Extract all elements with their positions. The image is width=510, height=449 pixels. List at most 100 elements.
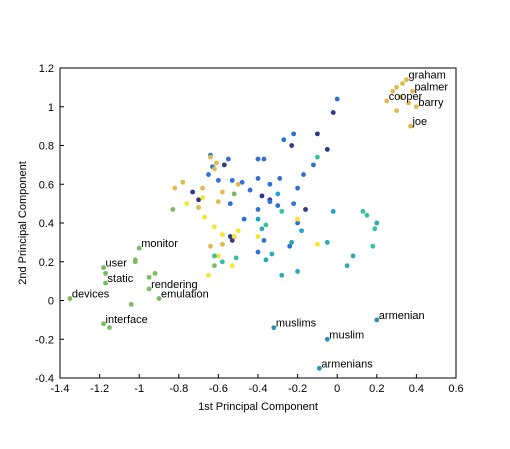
data-point bbox=[281, 137, 287, 143]
y-axis-label: 2nd Principal Component bbox=[17, 161, 29, 285]
data-point bbox=[324, 146, 330, 152]
data-point bbox=[360, 208, 366, 214]
data-point bbox=[229, 263, 235, 269]
data-point bbox=[295, 185, 300, 191]
data-point bbox=[370, 243, 376, 249]
labeled-point bbox=[414, 104, 419, 110]
data-point bbox=[289, 143, 295, 148]
x-tick-label: -1 bbox=[134, 383, 144, 395]
x-tick-label: 0.2 bbox=[369, 383, 384, 395]
data-point bbox=[255, 176, 261, 181]
data-point bbox=[267, 199, 273, 205]
data-point bbox=[301, 172, 306, 177]
data-point bbox=[212, 224, 217, 230]
point-label: palmer bbox=[414, 81, 448, 93]
data-point bbox=[200, 185, 205, 191]
y-tick-label: 1 bbox=[48, 102, 54, 114]
data-point bbox=[324, 239, 330, 245]
data-point bbox=[180, 179, 186, 185]
data-point bbox=[344, 263, 350, 269]
data-point bbox=[287, 243, 293, 249]
data-point bbox=[289, 239, 295, 245]
labeled-point bbox=[271, 325, 277, 331]
labeled-point bbox=[410, 88, 415, 94]
data-point bbox=[235, 181, 241, 187]
x-tick-label: 0 bbox=[334, 383, 340, 395]
point-label: cooper bbox=[389, 91, 423, 103]
point-label: monitor bbox=[141, 238, 178, 250]
data-point bbox=[291, 201, 297, 207]
point-label: devices bbox=[72, 289, 110, 301]
point-label: rendering bbox=[151, 279, 197, 291]
data-point bbox=[334, 96, 340, 102]
data-point bbox=[315, 154, 320, 160]
data-point bbox=[231, 191, 237, 197]
point-label: emulation bbox=[161, 289, 209, 301]
data-point bbox=[275, 203, 281, 208]
data-point bbox=[196, 197, 202, 203]
point-label: user bbox=[106, 258, 128, 270]
data-point bbox=[299, 228, 304, 234]
labeled-point bbox=[101, 321, 106, 327]
y-tick-label: 0.8 bbox=[39, 141, 54, 153]
point-label: armenians bbox=[321, 358, 373, 370]
y-tick-label: 0.2 bbox=[39, 257, 54, 269]
data-point bbox=[279, 208, 285, 214]
y-tick-label: 0 bbox=[48, 296, 54, 308]
data-point bbox=[212, 263, 217, 269]
data-point bbox=[219, 232, 225, 238]
data-point bbox=[170, 207, 176, 212]
data-point bbox=[196, 205, 202, 210]
labeled-point bbox=[316, 365, 322, 371]
data-point bbox=[277, 176, 283, 181]
data-point bbox=[212, 166, 217, 172]
data-point bbox=[315, 241, 320, 247]
data-point bbox=[219, 259, 225, 265]
data-point bbox=[269, 251, 275, 257]
data-point bbox=[128, 301, 134, 307]
data-point bbox=[263, 222, 269, 228]
data-point bbox=[216, 177, 221, 183]
data-point bbox=[152, 270, 158, 276]
point-label: joe bbox=[411, 116, 427, 128]
x-tick-label: -1.4 bbox=[51, 383, 70, 395]
data-point bbox=[372, 226, 378, 232]
data-point bbox=[394, 84, 399, 90]
point-label: interface bbox=[106, 314, 148, 326]
point-label: muslims bbox=[276, 318, 317, 330]
data-point bbox=[225, 156, 231, 162]
data-point bbox=[259, 226, 265, 232]
data-point bbox=[261, 238, 267, 243]
labeled-point bbox=[384, 98, 390, 104]
y-tick-label: 1.2 bbox=[39, 63, 54, 75]
data-point bbox=[208, 243, 213, 249]
x-tick-label: -0.6 bbox=[209, 383, 228, 395]
data-point bbox=[406, 100, 411, 106]
data-point bbox=[206, 172, 211, 177]
y-tick-label: -0.4 bbox=[35, 373, 54, 385]
data-point bbox=[206, 272, 211, 278]
x-tick-label: 0.6 bbox=[448, 383, 463, 395]
data-point bbox=[263, 257, 269, 263]
data-point bbox=[275, 191, 281, 197]
point-label: muslim bbox=[329, 329, 364, 341]
data-point bbox=[216, 199, 221, 205]
data-point bbox=[184, 201, 190, 207]
data-point bbox=[231, 234, 237, 239]
data-point bbox=[394, 108, 399, 114]
x-tick-label: -0.2 bbox=[288, 383, 307, 395]
data-point bbox=[255, 249, 261, 255]
data-points bbox=[67, 77, 419, 371]
y-tick-label: 0.6 bbox=[39, 179, 54, 191]
data-point bbox=[295, 269, 300, 274]
data-point bbox=[374, 220, 380, 226]
labeled-point bbox=[103, 280, 108, 286]
data-point bbox=[239, 179, 245, 185]
data-point bbox=[103, 270, 108, 276]
data-point bbox=[227, 234, 233, 239]
data-point bbox=[214, 160, 219, 166]
labeled-point bbox=[136, 245, 142, 251]
x-tick-label: -0.4 bbox=[249, 383, 268, 395]
data-point bbox=[202, 214, 207, 220]
